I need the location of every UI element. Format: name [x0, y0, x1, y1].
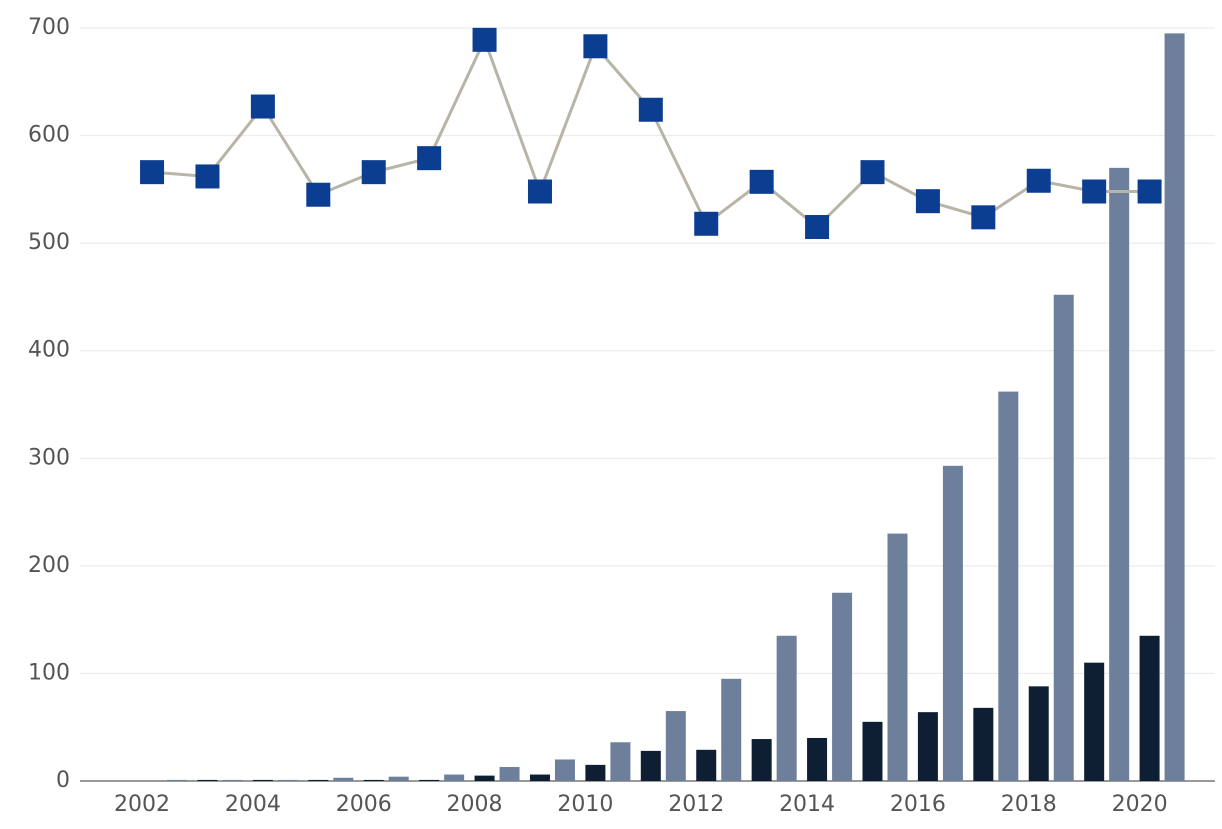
bar: [640, 750, 661, 781]
bar: [167, 779, 188, 781]
bar: [696, 749, 717, 781]
marker: [583, 34, 608, 59]
x-tick-label: 2002: [114, 792, 170, 817]
marker: [250, 94, 275, 119]
marker: [417, 146, 442, 171]
bar: [721, 678, 742, 781]
bar: [1109, 167, 1130, 782]
line: [151, 35, 1150, 230]
marker: [971, 205, 996, 230]
bar: [388, 776, 409, 781]
bar: [499, 767, 520, 781]
marker: [472, 27, 497, 52]
marker: [805, 215, 830, 240]
marker: [915, 189, 940, 214]
marker: [306, 182, 331, 207]
bar: [252, 779, 273, 781]
marker: [1137, 179, 1162, 204]
bar: [832, 592, 853, 781]
y-tick-label: 300: [28, 445, 70, 470]
bar: [942, 465, 963, 781]
marker: [527, 179, 552, 204]
x-tick-label: 2012: [668, 792, 724, 817]
marker: [638, 97, 663, 122]
marker: [361, 160, 386, 185]
bar: [973, 707, 994, 781]
y-tick-label: 100: [28, 660, 70, 685]
bar: [862, 721, 883, 781]
bar: [529, 774, 550, 781]
bar: [998, 391, 1019, 781]
bar: [776, 635, 797, 781]
marker: [140, 160, 165, 185]
x-tick-label: 2006: [336, 792, 392, 817]
bar: [610, 742, 631, 781]
x-tick-label: 2016: [890, 792, 946, 817]
marker: [749, 169, 774, 194]
marker: [195, 164, 220, 189]
bar: [333, 777, 354, 781]
bar: [1084, 662, 1105, 781]
bar: [1164, 33, 1185, 782]
bar: [474, 775, 495, 781]
y-tick-label: 600: [28, 123, 70, 148]
marker: [1082, 179, 1107, 204]
bar: [222, 779, 243, 781]
x-tick-label: 2008: [447, 792, 503, 817]
x-tick-label: 2018: [1001, 792, 1057, 817]
marker: [860, 160, 885, 185]
y-tick-label: 700: [28, 15, 70, 40]
bar: [887, 533, 908, 781]
bar: [665, 711, 686, 781]
x-tick-label: 2010: [557, 792, 613, 817]
bar: [807, 737, 828, 781]
x-tick-label: 2020: [1112, 792, 1168, 817]
bar: [1139, 635, 1160, 781]
marker: [1026, 168, 1051, 193]
bar: [917, 712, 938, 781]
x-tick-label: 2014: [779, 792, 835, 817]
y-tick-label: 500: [28, 230, 70, 255]
bar: [419, 779, 440, 781]
bar: [1028, 686, 1049, 781]
x-tick-label: 2004: [225, 792, 281, 817]
y-tick-label: 0: [56, 768, 70, 793]
bar: [751, 739, 772, 781]
marker: [694, 211, 719, 236]
bar: [363, 779, 384, 781]
bar: [444, 774, 465, 781]
bar: [197, 779, 218, 781]
bar: [308, 779, 329, 781]
bar: [554, 759, 575, 781]
y-tick-label: 200: [28, 553, 70, 578]
y-tick-label: 400: [28, 338, 70, 363]
bar: [277, 779, 298, 781]
bar: [585, 764, 606, 781]
bar: [1053, 294, 1074, 781]
